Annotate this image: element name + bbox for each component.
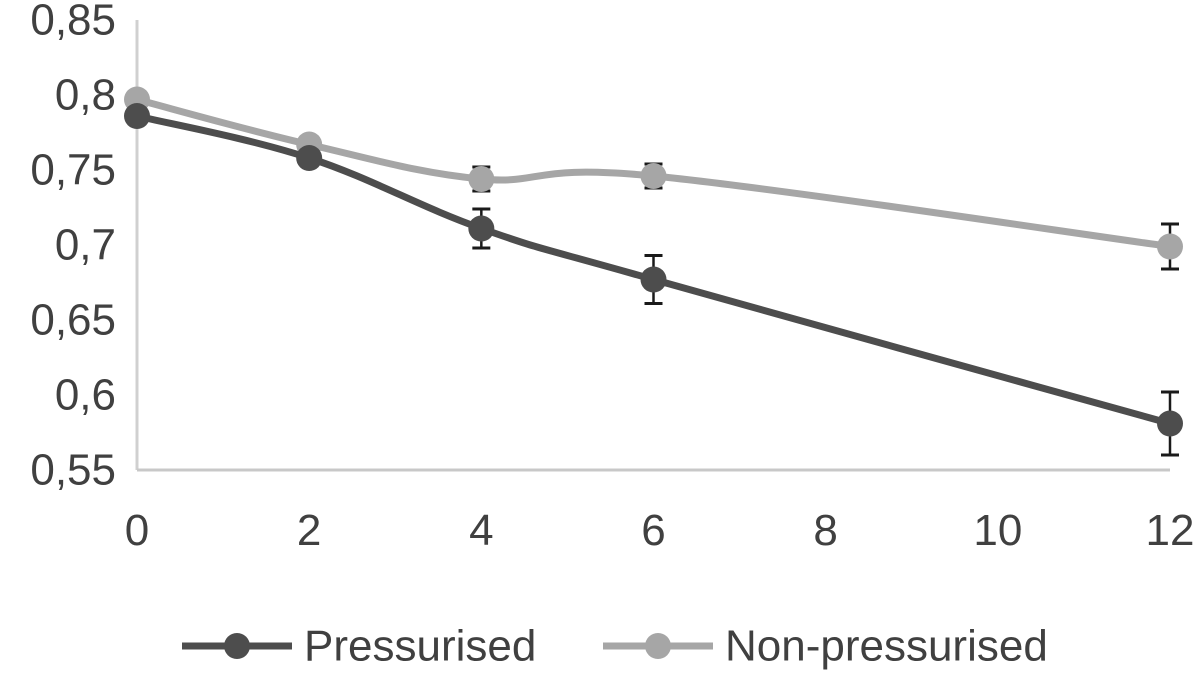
legend-label: Pressurised: [304, 622, 536, 671]
x-tick-label: 12: [1146, 506, 1195, 555]
y-tick-label: 0,55: [30, 446, 116, 495]
data-point: [124, 103, 150, 129]
x-axis-tick-labels: 0 2 4 6 8 10 12: [125, 506, 1195, 555]
series-pressurised: [124, 103, 1183, 457]
data-point: [1157, 410, 1183, 437]
x-tick-label: 0: [125, 506, 149, 555]
series-line: [136, 96, 1171, 250]
chart-legend: Pressurised Non-pressurised: [182, 622, 1048, 671]
x-tick-label: 8: [813, 506, 837, 555]
legend-item-non-pressurised: Non-pressurised: [603, 622, 1048, 671]
data-point: [640, 266, 667, 293]
series-line: [136, 112, 1171, 427]
data-point: [640, 163, 667, 189]
series-layer: [124, 86, 1183, 457]
legend-label: Non-pressurised: [725, 622, 1048, 671]
x-tick-label: 6: [641, 506, 665, 555]
y-tick-label: 0,7: [55, 221, 116, 270]
chart-axes: [135, 20, 1170, 472]
y-tick-label: 0,85: [30, 0, 116, 45]
data-point: [296, 145, 323, 171]
y-tick-label: 0,65: [30, 296, 116, 345]
x-tick-label: 4: [469, 506, 493, 555]
y-tick-label: 0,75: [30, 146, 116, 195]
legend-item-pressurised: Pressurised: [182, 622, 536, 671]
data-point: [1157, 233, 1183, 260]
y-axis-tick-labels: 0,55 0,6 0,65 0,7 0,75 0,8 0,85: [30, 0, 116, 495]
data-point: [468, 215, 495, 242]
legend-swatch-marker: [224, 633, 250, 659]
y-tick-label: 0,8: [55, 71, 116, 120]
data-point: [468, 166, 495, 192]
legend-swatch-marker: [645, 633, 671, 659]
x-tick-label: 2: [297, 506, 321, 555]
series-non-pressurised: [124, 86, 1183, 271]
y-tick-label: 0,6: [55, 371, 116, 420]
x-tick-label: 10: [973, 506, 1022, 555]
